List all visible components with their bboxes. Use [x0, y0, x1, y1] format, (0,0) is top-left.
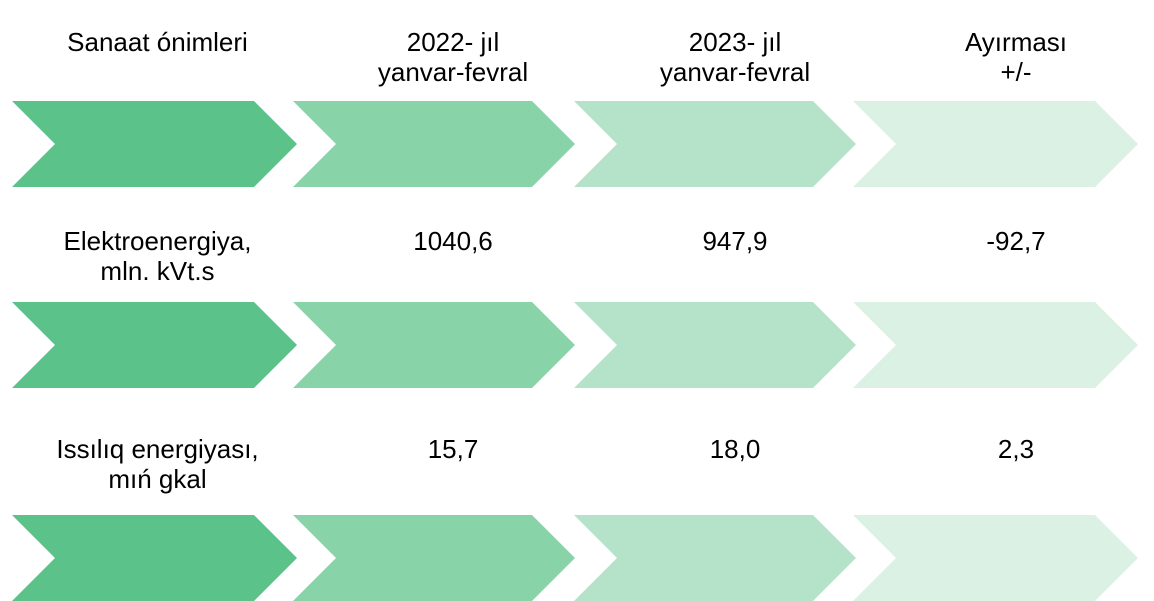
band-2-chevron-1 [12, 302, 297, 388]
band-1-chevron-3 [574, 101, 856, 187]
row-heat-label: Issılıq energiyası, mıń gkal [56, 434, 259, 494]
band-3-chevron-1 [12, 515, 297, 601]
row-electricity-difference: -92,7 [986, 226, 1046, 256]
row-electricity-2022: 1040,6 [413, 226, 493, 256]
band-2-chevron-4 [853, 302, 1138, 388]
row-electricity-2023: 947,9 [702, 226, 768, 256]
header-difference: Ayırması +/- [964, 27, 1068, 87]
band-1-chevron-4 [853, 101, 1138, 187]
row-electricity-label: Elektroenergiya, mln. kVt.s [63, 226, 252, 286]
band-2-chevron-3 [574, 302, 856, 388]
row-heat-difference: 2,3 [997, 434, 1035, 464]
band-2-chevron-2 [293, 302, 575, 388]
header-2022: 2022- jıl yanvar-fevral [377, 27, 529, 87]
row-heat-2022: 15,7 [427, 434, 479, 464]
row-heat-2023: 18,0 [709, 434, 761, 464]
band-1-chevron-1 [12, 101, 297, 187]
header-product: Sanaat ónimleri [67, 27, 248, 57]
band-3-chevron-2 [293, 515, 575, 601]
band-3-chevron-3 [574, 515, 856, 601]
band-3-chevron-4 [853, 515, 1138, 601]
header-2023: 2023- jıl yanvar-fevral [659, 27, 811, 87]
band-1-chevron-2 [293, 101, 575, 187]
